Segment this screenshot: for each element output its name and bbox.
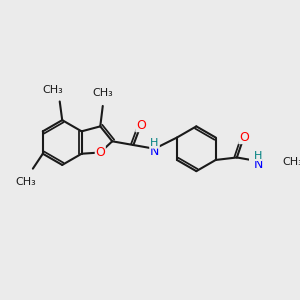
Text: O: O [239, 130, 249, 144]
Text: O: O [136, 118, 146, 132]
Text: H: H [150, 138, 159, 148]
Text: O: O [95, 146, 105, 159]
Text: CH₃: CH₃ [16, 177, 36, 187]
Text: H: H [254, 151, 262, 161]
Text: N: N [150, 145, 159, 158]
Text: N: N [253, 158, 263, 171]
Text: CH₃: CH₃ [92, 88, 113, 98]
Text: CH₃: CH₃ [282, 158, 300, 167]
Text: CH₃: CH₃ [42, 85, 63, 94]
